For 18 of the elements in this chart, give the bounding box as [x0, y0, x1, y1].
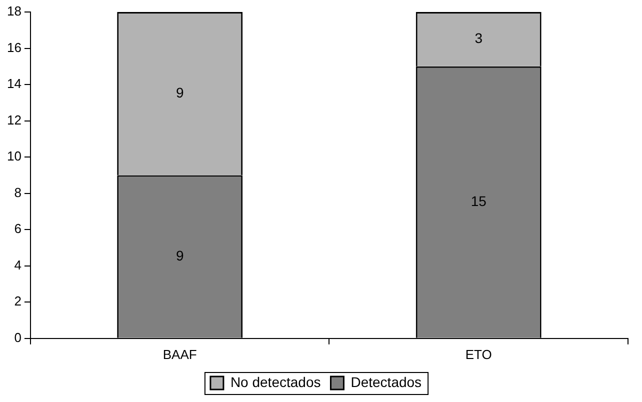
legend-label: No detectados: [230, 374, 321, 390]
y-tick-label: 0: [14, 330, 22, 345]
y-tick-label: 2: [14, 294, 22, 309]
data-label: 15: [470, 193, 487, 210]
data-label: 9: [176, 247, 184, 264]
data-label: 9: [176, 84, 184, 100]
y-tick-label: 12: [6, 112, 22, 128]
x-tick-label: ETO: [465, 346, 492, 362]
y-tick-label: 4: [14, 257, 22, 272]
x-tick-label: BAAF: [162, 346, 197, 362]
y-tick-label: 8: [14, 184, 22, 200]
y-tick-label: 16: [6, 40, 22, 55]
legend-label: Detectados: [350, 374, 422, 390]
y-tick-label: 18: [6, 4, 22, 19]
y-tick-label: 10: [6, 148, 22, 164]
y-tick-label: 6: [14, 221, 22, 236]
y-tick-label: 14: [6, 76, 22, 92]
data-label: 3: [474, 30, 483, 46]
